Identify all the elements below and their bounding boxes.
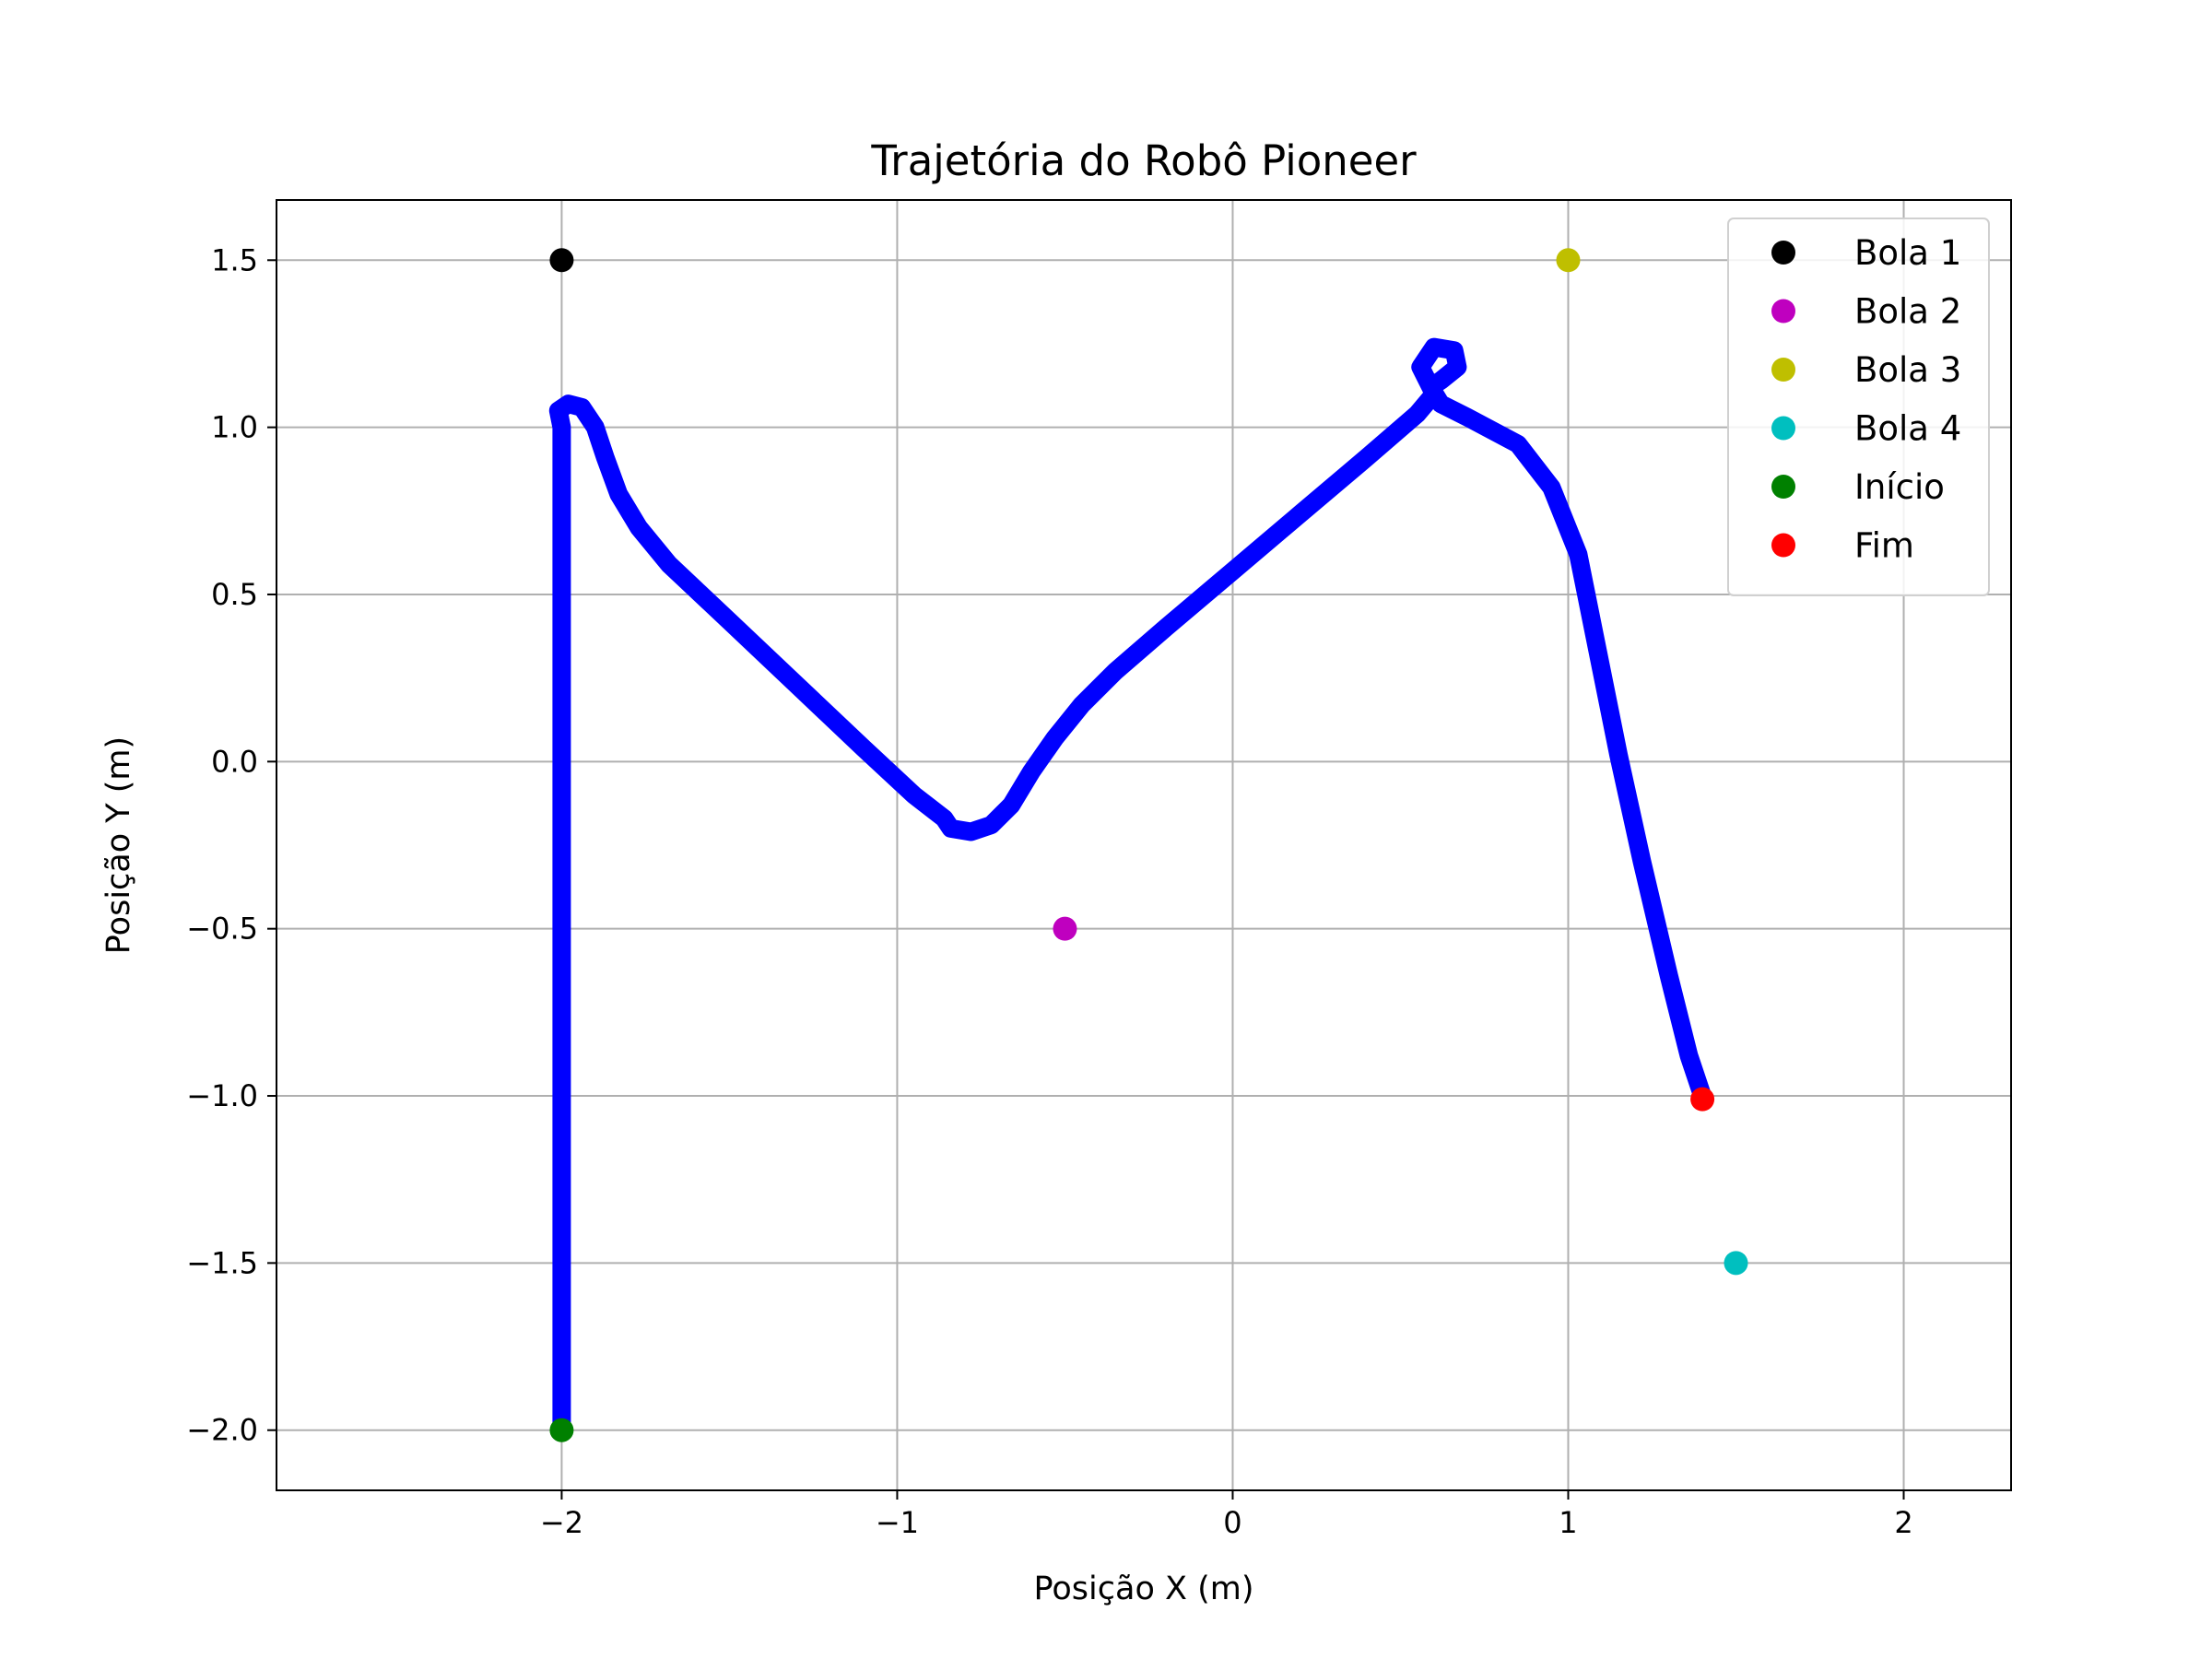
x-tick-label: 0 [1223, 1505, 1241, 1540]
legend-marker [1771, 358, 1795, 382]
y-tick-label: −0.5 [186, 912, 258, 947]
x-tick-label: 2 [1894, 1505, 1912, 1540]
x-tick-label: −1 [876, 1505, 919, 1540]
x-axis-label: Posição X (m) [1034, 1571, 1254, 1607]
legend-marker [1771, 416, 1795, 441]
legend-label: Bola 3 [1854, 350, 1961, 390]
y-tick-label: −1.5 [186, 1245, 258, 1280]
legend-label: Bola 2 [1854, 292, 1961, 332]
y-tick-label: 1.0 [211, 410, 258, 445]
marker-inicio [549, 1418, 574, 1442]
trajectory [548, 337, 1712, 1440]
legend-label: Início [1854, 467, 1945, 507]
marker-bola-1 [549, 248, 574, 273]
trajectory-line [548, 337, 1712, 1440]
y-axis-label: Posição Y (m) [100, 736, 137, 954]
legend-label: Bola 4 [1854, 409, 1961, 449]
marker-fim [1690, 1087, 1715, 1112]
marker-bola-4 [1724, 1251, 1748, 1276]
legend-marker [1771, 241, 1795, 265]
legend-marker [1771, 475, 1795, 499]
marker-bola-3 [1556, 248, 1581, 273]
ball-markers [549, 248, 1748, 1442]
y-tick-label: −1.0 [186, 1078, 258, 1113]
y-tick-label: −2.0 [186, 1413, 258, 1448]
legend-marker [1771, 299, 1795, 324]
chart-title: Trajetória do Robô Pioneer [870, 136, 1417, 185]
legend-label: Bola 1 [1854, 233, 1961, 273]
x-tick-label: 1 [1559, 1505, 1577, 1540]
legend-marker [1771, 533, 1795, 558]
axis-ticks: −2 −1 0 1 2 1.5 1.0 0.5 0.0 −0.5 −1.0 −1.5 −2.0 [186, 242, 1912, 1540]
y-tick-label: 0.0 [211, 744, 258, 779]
y-tick-label: 1.5 [211, 242, 258, 277]
legend: Bola 1 Bola 2 Bola 3 Bola 4 Início Fim [1727, 218, 1990, 596]
plot-frame [276, 199, 2012, 1491]
legend-label: Fim [1854, 526, 1914, 566]
x-tick-label: −2 [540, 1505, 583, 1540]
marker-bola-2 [1053, 916, 1077, 941]
y-tick-label: 0.5 [211, 577, 258, 612]
